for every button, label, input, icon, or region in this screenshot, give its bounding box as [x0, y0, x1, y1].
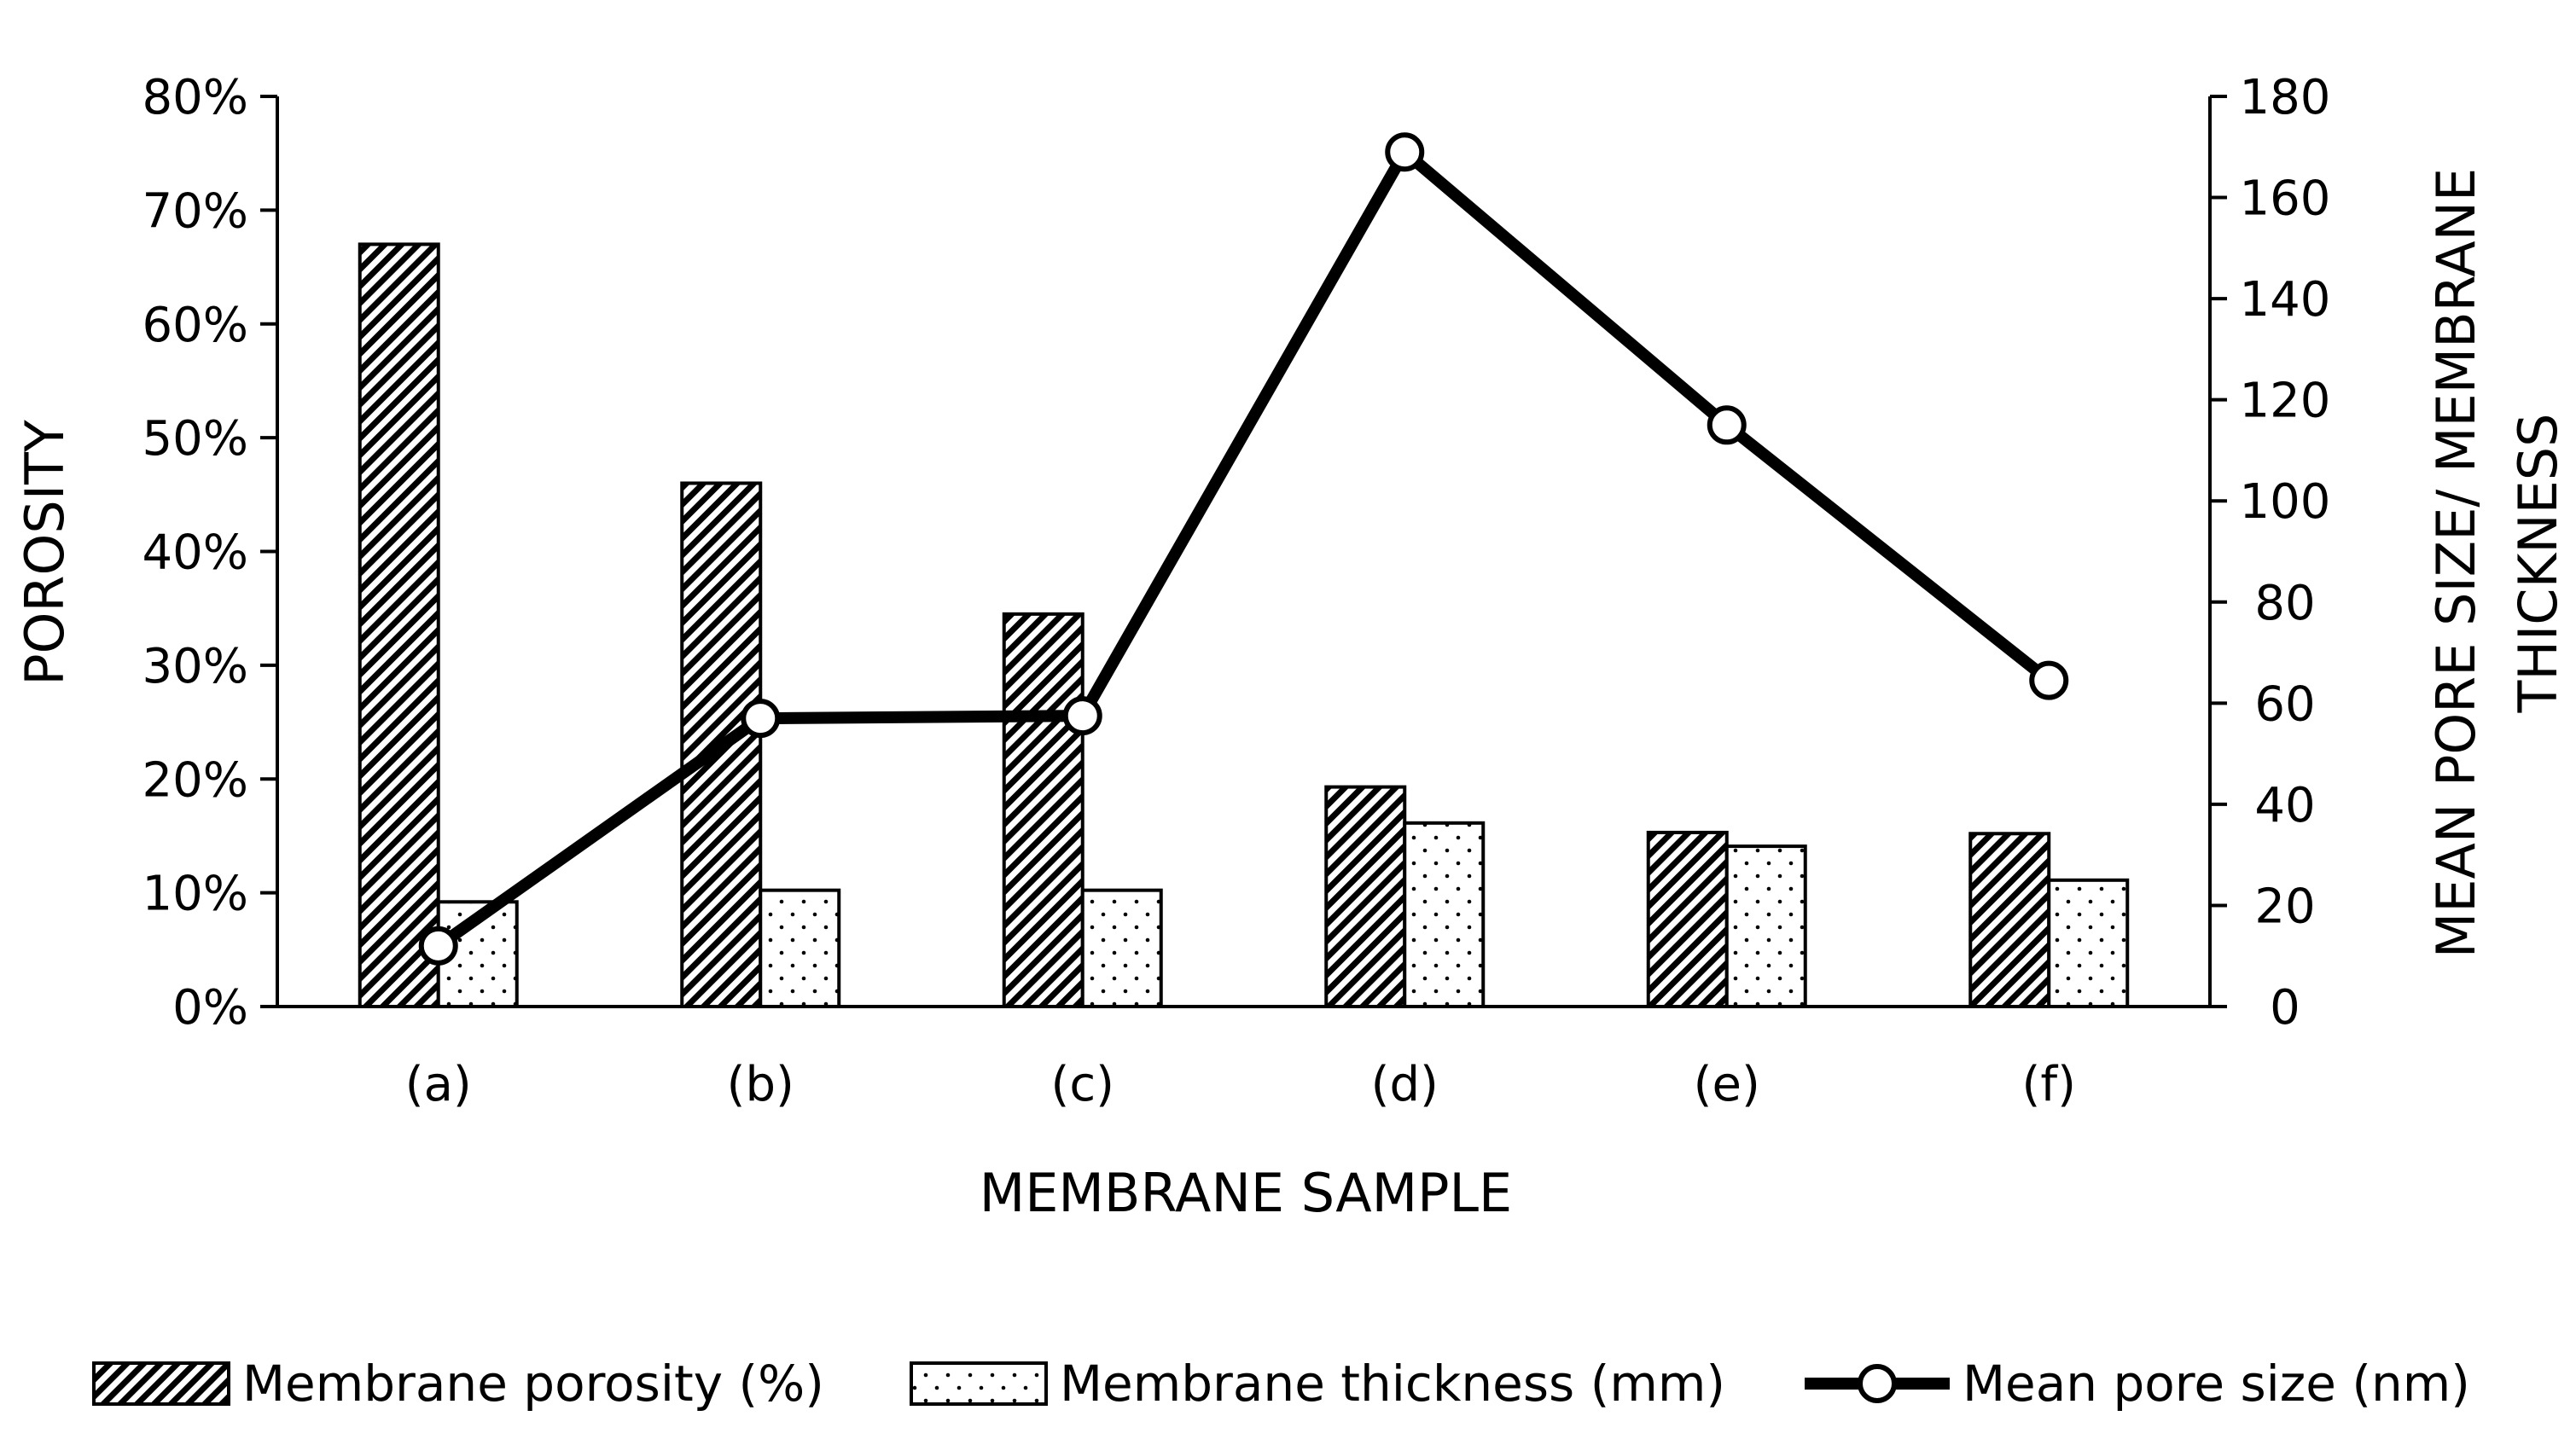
- right-y-tick-label: 160: [2240, 171, 2331, 227]
- left-y-tick-label: 50%: [142, 411, 248, 467]
- left-y-tick-label: 20%: [142, 752, 248, 808]
- left-y-axis-title: POROSITY: [14, 420, 76, 686]
- x-tick-label: (d): [1371, 1057, 1439, 1112]
- left-y-tick-label: 70%: [142, 183, 248, 239]
- right-y-axis-title-line1: MEAN PORE SIZE/ MEMBRANE: [2425, 168, 2487, 958]
- x-tick-label: (b): [727, 1057, 794, 1112]
- x-tick-label: (f): [2022, 1057, 2076, 1112]
- porosity-bars: [358, 242, 2051, 1009]
- x-tick-label: (c): [1051, 1057, 1114, 1112]
- left-y-tick-label: 80%: [142, 70, 248, 125]
- right-y-tick-label: 120: [2240, 374, 2331, 429]
- left-y-ticks: 0% 10% 20% 30% 40% 50% 60% 70% 80%: [142, 70, 277, 1036]
- left-y-tick-label: 40%: [142, 525, 248, 581]
- porosity-bar: [1646, 830, 1729, 1009]
- porosity-bar: [1968, 832, 2051, 1009]
- pore-size-line: [434, 146, 2053, 951]
- right-y-tick-label: 180: [2240, 70, 2331, 125]
- pore-size-point: [741, 699, 781, 739]
- legend-item-thickness: Membrane thickness (mm): [910, 1355, 1725, 1413]
- right-y-tick-label: 140: [2240, 272, 2331, 328]
- legend-swatch-thickness: [910, 1361, 1048, 1406]
- legend-item-pore-size: Mean pore size (nm): [1805, 1355, 2470, 1413]
- right-y-tick-label: 100: [2240, 474, 2331, 530]
- legend-label-thickness: Membrane thickness (mm): [1060, 1355, 1725, 1413]
- thickness-bar: [1724, 844, 1807, 1008]
- left-y-tick-label: 0%: [172, 980, 248, 1036]
- right-y-tick-label: 0: [2270, 980, 2300, 1036]
- right-y-axis-title-line2: THICKNESS: [2507, 414, 2569, 714]
- legend-label-pore-size: Mean pore size (nm): [1963, 1355, 2470, 1413]
- pore-size-point: [2029, 660, 2069, 700]
- legend-marker-pore-size: [1858, 1364, 1897, 1403]
- legend-item-porosity: Membrane porosity (%): [92, 1355, 824, 1413]
- legend-swatch-porosity: [92, 1361, 230, 1406]
- pore-size-point: [418, 926, 458, 966]
- porosity-bar: [1002, 612, 1084, 1008]
- right-y-tick-label: 40: [2254, 778, 2315, 833]
- left-y-tick-label: 30%: [142, 639, 248, 694]
- plot-area: 0% 10% 20% 30% 40% 50% 60% 70% 80% 0 20 40 60 80 100 1…: [142, 70, 2331, 1112]
- x-tick-labels: (a) (b) (c) (d) (e) (f): [405, 1057, 2076, 1112]
- x-tick-label: (e): [1694, 1057, 1760, 1112]
- thickness-bar: [1403, 821, 1486, 1008]
- thickness-bar: [2047, 878, 2130, 1008]
- right-y-ticks: 0 20 40 60 80 100 120 140 160 180: [2210, 70, 2330, 1036]
- x-tick-label: (a): [405, 1057, 472, 1112]
- left-y-tick-label: 10%: [142, 867, 248, 922]
- porosity-bar: [1324, 785, 1407, 1008]
- thickness-bar: [1080, 888, 1163, 1009]
- left-y-tick-label: 60%: [142, 298, 248, 353]
- pore-size-point: [1062, 696, 1102, 736]
- right-y-tick-label: 60: [2254, 676, 2315, 732]
- right-y-tick-label: 80: [2254, 576, 2315, 631]
- thickness-bar: [759, 888, 841, 1009]
- pore-size-point: [1707, 405, 1747, 445]
- right-y-tick-label: 20: [2254, 879, 2315, 934]
- legend: Membrane porosity (%) Membrane thickness…: [92, 1355, 2470, 1413]
- pore-size-point: [1385, 132, 1425, 172]
- pore-size-line-series: [418, 132, 2069, 966]
- x-axis-title: MEMBRANE SAMPLE: [980, 1162, 1512, 1224]
- porosity-bar: [358, 242, 440, 1008]
- legend-label-porosity: Membrane porosity (%): [242, 1355, 824, 1413]
